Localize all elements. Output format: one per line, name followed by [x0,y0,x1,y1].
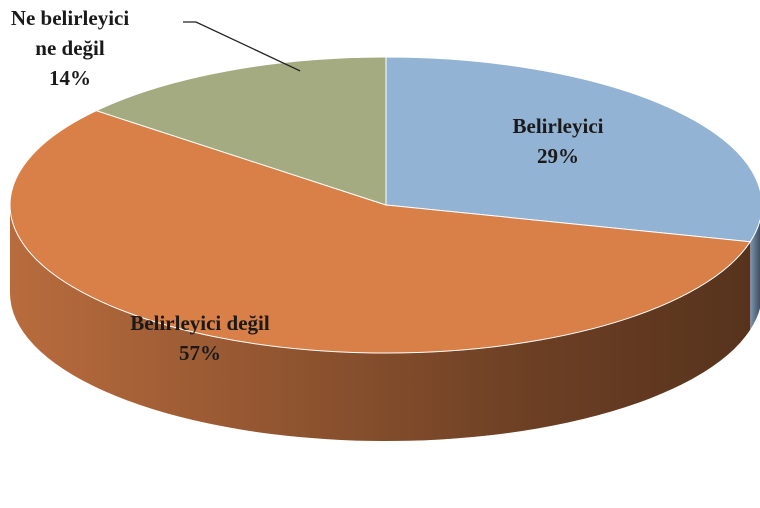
slice [9,110,752,354]
slice-label: Belirleyici değil [130,311,270,335]
slice-value-label: 57% [179,341,221,365]
labels: Belirleyici 29% Belirleyici değil 57% Ne bel… [11,6,604,365]
slice [385,56,760,243]
slice-label: Ne belirleyici ne değil [11,6,130,60]
slice-label: Belirleyici [513,114,604,138]
slice-side-shade [10,205,751,441]
slice-side-shade [750,219,760,330]
slice-value-label: 29% [537,144,579,168]
pie-tops [9,56,760,354]
pie-sides [10,205,760,441]
leader-line [183,21,301,72]
slice [94,56,387,206]
slice-value-label: 14% [49,66,91,90]
